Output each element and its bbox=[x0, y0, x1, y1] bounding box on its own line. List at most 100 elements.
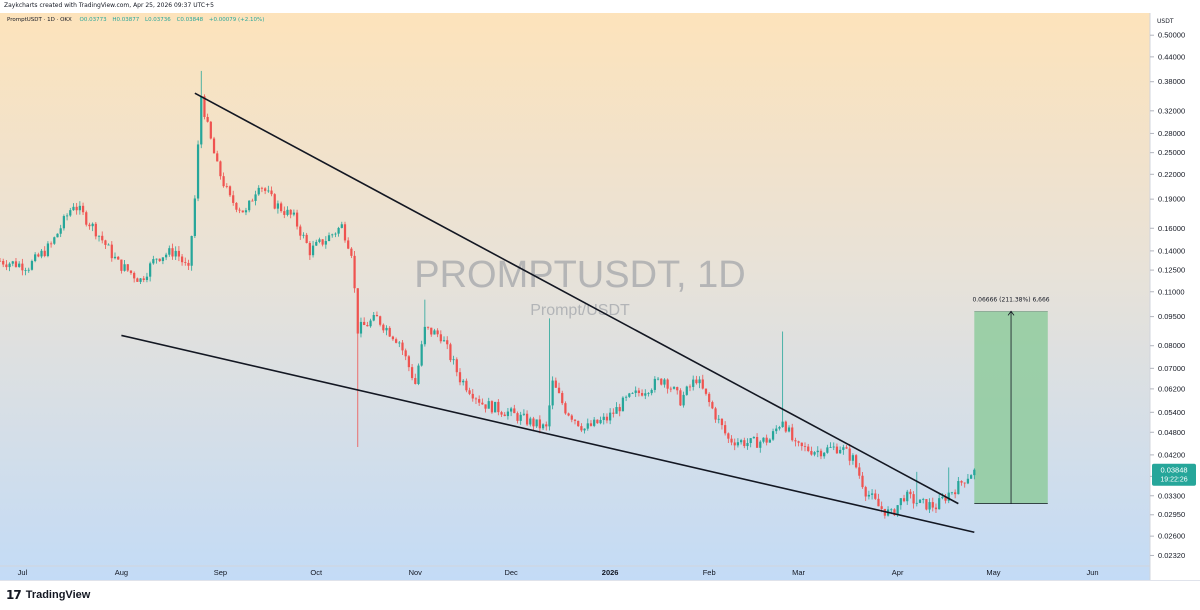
chart-credit: Zaykcharts created with TradingView.com,… bbox=[4, 2, 214, 9]
chart-svg[interactable]: PROMPTUSDT, 1D Prompt/USDT PromptUSDT · … bbox=[0, 13, 1200, 580]
candle bbox=[155, 258, 158, 264]
candle bbox=[906, 489, 909, 505]
candle-body bbox=[490, 401, 494, 413]
candle-body bbox=[580, 426, 583, 431]
time-tick-label: Nov bbox=[409, 568, 423, 577]
candle-body bbox=[426, 326, 430, 328]
candle bbox=[158, 258, 161, 262]
candle bbox=[423, 299, 426, 347]
candle bbox=[525, 410, 529, 427]
candle bbox=[535, 419, 538, 428]
candle-body bbox=[164, 254, 168, 258]
candle-body bbox=[672, 387, 676, 389]
candle-body bbox=[749, 438, 752, 444]
candle bbox=[46, 241, 50, 258]
candle-body bbox=[487, 401, 490, 409]
candle-body bbox=[449, 344, 452, 361]
candle-body bbox=[739, 440, 743, 443]
candle-body bbox=[557, 387, 561, 393]
candle bbox=[561, 390, 564, 406]
candle bbox=[350, 247, 353, 259]
candle-body bbox=[720, 418, 724, 426]
candle-body bbox=[158, 258, 161, 262]
candle-body bbox=[724, 425, 727, 434]
last-price-marker: 0.03848 19:22:26 bbox=[1152, 463, 1196, 486]
candle-body bbox=[97, 235, 101, 237]
candle bbox=[918, 499, 922, 504]
candle-body bbox=[369, 320, 372, 327]
candle bbox=[647, 392, 650, 397]
candle-body bbox=[704, 388, 708, 394]
candle bbox=[826, 444, 829, 454]
candle-body bbox=[14, 261, 18, 267]
candle-body bbox=[746, 443, 749, 447]
candle-body bbox=[791, 427, 794, 441]
candle-body bbox=[829, 446, 832, 448]
candle-body bbox=[564, 403, 567, 414]
candle-body bbox=[513, 408, 516, 414]
candle-body bbox=[216, 153, 219, 162]
candle bbox=[618, 403, 621, 417]
candle-body bbox=[650, 389, 653, 394]
price-tick-label: 0.16000 bbox=[1158, 224, 1185, 233]
candle bbox=[129, 270, 133, 275]
candle-body bbox=[593, 419, 596, 426]
candle-body bbox=[177, 250, 181, 257]
candle bbox=[548, 318, 551, 431]
candle bbox=[759, 440, 762, 453]
candle bbox=[379, 315, 382, 327]
candle-body bbox=[267, 190, 270, 192]
candle bbox=[487, 397, 490, 409]
candle bbox=[749, 437, 752, 448]
candle-body bbox=[350, 248, 353, 256]
candle bbox=[794, 437, 797, 447]
candle-body bbox=[679, 390, 682, 406]
tradingview-logo-icon: 17 bbox=[6, 588, 22, 602]
candle-body bbox=[602, 416, 605, 420]
candle-body bbox=[0, 260, 2, 262]
chart-area[interactable]: PROMPTUSDT, 1D Prompt/USDT PromptUSDT · … bbox=[0, 13, 1200, 580]
candle bbox=[580, 423, 583, 433]
upper-trendline[interactable] bbox=[194, 92, 959, 505]
candle-body bbox=[561, 392, 564, 404]
candle bbox=[180, 254, 184, 266]
candle bbox=[257, 185, 260, 196]
time-tick-label: Sep bbox=[214, 568, 227, 577]
candle-body bbox=[736, 442, 740, 446]
candle bbox=[771, 428, 775, 441]
candle bbox=[589, 420, 593, 427]
candle-body bbox=[193, 198, 196, 237]
candle-body bbox=[906, 491, 909, 502]
candle-body bbox=[503, 414, 506, 417]
candle bbox=[104, 239, 107, 250]
candle bbox=[433, 328, 436, 335]
candle-body bbox=[161, 257, 165, 262]
last-price-countdown: 19:22:26 bbox=[1160, 477, 1187, 484]
candle-body bbox=[372, 315, 375, 321]
candle bbox=[417, 363, 420, 386]
candle bbox=[637, 387, 641, 397]
trendlines-group[interactable] bbox=[121, 92, 975, 534]
candle-body bbox=[24, 270, 27, 271]
candle-body bbox=[94, 223, 97, 237]
candle-body bbox=[957, 481, 960, 495]
candle-body bbox=[548, 405, 551, 427]
projection-box[interactable]: 0.06666 (211.38%) 6,666 bbox=[972, 296, 1050, 505]
candle-body bbox=[104, 240, 107, 245]
candle bbox=[922, 497, 925, 504]
candle-body bbox=[893, 509, 896, 516]
candle bbox=[624, 395, 628, 402]
candle bbox=[685, 385, 688, 396]
tradingview-logo[interactable]: 17 TradingView bbox=[6, 588, 90, 602]
candle bbox=[14, 257, 18, 268]
lower-trendline[interactable] bbox=[121, 334, 975, 534]
candle bbox=[599, 416, 602, 425]
candle bbox=[541, 423, 545, 431]
candle bbox=[711, 400, 714, 410]
candle bbox=[152, 255, 155, 265]
candle bbox=[692, 375, 695, 391]
candle bbox=[966, 474, 970, 485]
time-axis[interactable]: Jul Aug Sep Oct Nov Dec 2026 Feb Mar Apr May Jun bbox=[18, 568, 1099, 577]
candle bbox=[819, 448, 823, 460]
candle bbox=[0, 258, 2, 262]
